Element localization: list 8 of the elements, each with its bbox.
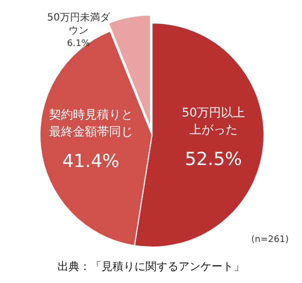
slice-label: 契約時見積りと最終金額帯同じ: [48, 108, 133, 139]
text: (n=261): [251, 235, 289, 246]
data-label: 41.4%: [62, 150, 120, 172]
slice-label: 50万円未満ダウン: [47, 11, 111, 36]
data-label: 6.1%: [67, 39, 90, 50]
slice-label: 50万円以上上がった: [182, 106, 246, 137]
source-note: 出典：「見積りに関するアンケート」: [58, 260, 244, 274]
data-label: 52.5%: [184, 148, 242, 170]
